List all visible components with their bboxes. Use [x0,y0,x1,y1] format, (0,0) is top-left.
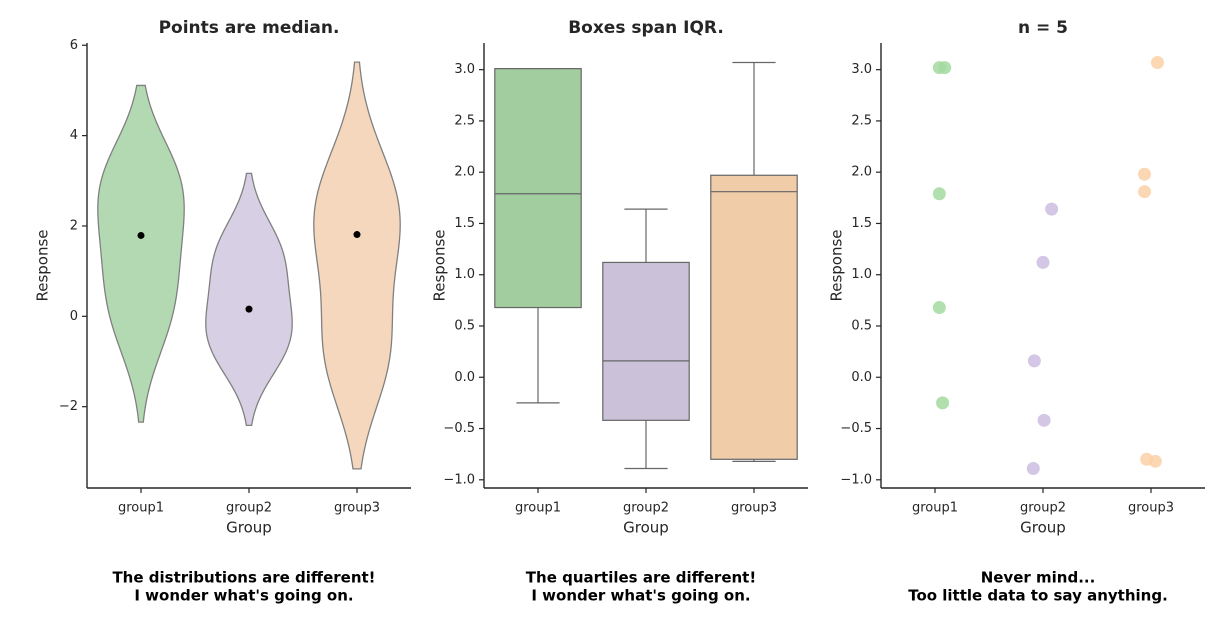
strip-point [938,61,952,75]
y-tick-label: −1.0 [840,472,872,487]
strip-point [1138,167,1152,181]
x-tick-label: group1 [515,501,561,516]
y-tick-label: 0.0 [851,370,872,385]
chart-title: n = 5 [1018,18,1068,38]
y-tick-label: 3.0 [454,62,475,77]
median-point [353,231,361,239]
x-axis-label: Group [623,519,669,537]
y-tick-label: 1.0 [454,267,475,282]
y-tick-label: 1.5 [851,216,872,231]
annotation: Never mind... [981,569,1096,587]
x-tick-label: group2 [623,501,669,516]
strip-point [932,187,946,201]
y-tick-label: 1.0 [851,267,872,282]
y-tick-label: 1.5 [454,216,475,231]
annotation: Too little data to say anything. [908,587,1168,605]
y-tick-label: 0 [70,309,78,324]
y-axis-label: Response [828,229,846,301]
y-tick-label: −0.5 [840,421,872,436]
violin [205,172,293,427]
x-axis-label: Group [226,519,272,537]
y-axis-label: Response [34,229,52,301]
strip-point [1037,413,1051,427]
chart-title: Boxes span IQR. [568,18,724,38]
y-tick-label: 0.5 [454,318,475,333]
x-tick-label: group2 [1020,501,1066,516]
x-tick-label: group1 [912,501,958,516]
y-tick-label: 0.0 [454,370,475,385]
strip-point [1150,55,1164,69]
x-tick-label: group2 [226,501,272,516]
y-tick-label: −0.5 [443,421,475,436]
y-tick-label: 2.0 [851,165,872,180]
annotation: I wonder what's going on. [531,587,750,605]
y-tick-label: −1.0 [443,472,475,487]
strip-point [1026,462,1040,476]
y-tick-label: 6 [70,38,78,53]
strip-point [1036,255,1050,269]
violin [97,84,185,423]
strip-point [1027,354,1041,368]
y-tick-label: 3.0 [851,62,872,77]
x-tick-label: group3 [334,501,380,516]
x-axis-label: Group [1020,519,1066,537]
x-tick-label: group1 [118,501,164,516]
median-point [137,231,145,239]
y-tick-label: −2 [59,399,78,414]
box [494,68,582,309]
y-tick-label: 2.0 [454,165,475,180]
strip-point [936,396,950,410]
strip-point [1148,454,1162,468]
y-axis-label: Response [431,229,449,301]
x-tick-label: group3 [1128,501,1174,516]
box [602,261,690,421]
y-tick-label: 4 [70,128,78,143]
strip-point [932,301,946,315]
annotation: The quartiles are different! [526,569,756,587]
strip-point [1045,202,1059,216]
chart-title: Points are median. [159,18,340,38]
y-tick-label: 2 [70,218,78,233]
annotation: The distributions are different! [112,569,375,587]
strip-point [1138,185,1152,199]
y-tick-label: 0.5 [851,318,872,333]
y-tick-label: 2.5 [851,113,872,128]
annotation: I wonder what's going on. [134,587,353,605]
violin [313,61,401,470]
x-tick-label: group3 [731,501,777,516]
box [710,174,798,460]
median-point [245,305,253,313]
y-tick-label: 2.5 [454,113,475,128]
